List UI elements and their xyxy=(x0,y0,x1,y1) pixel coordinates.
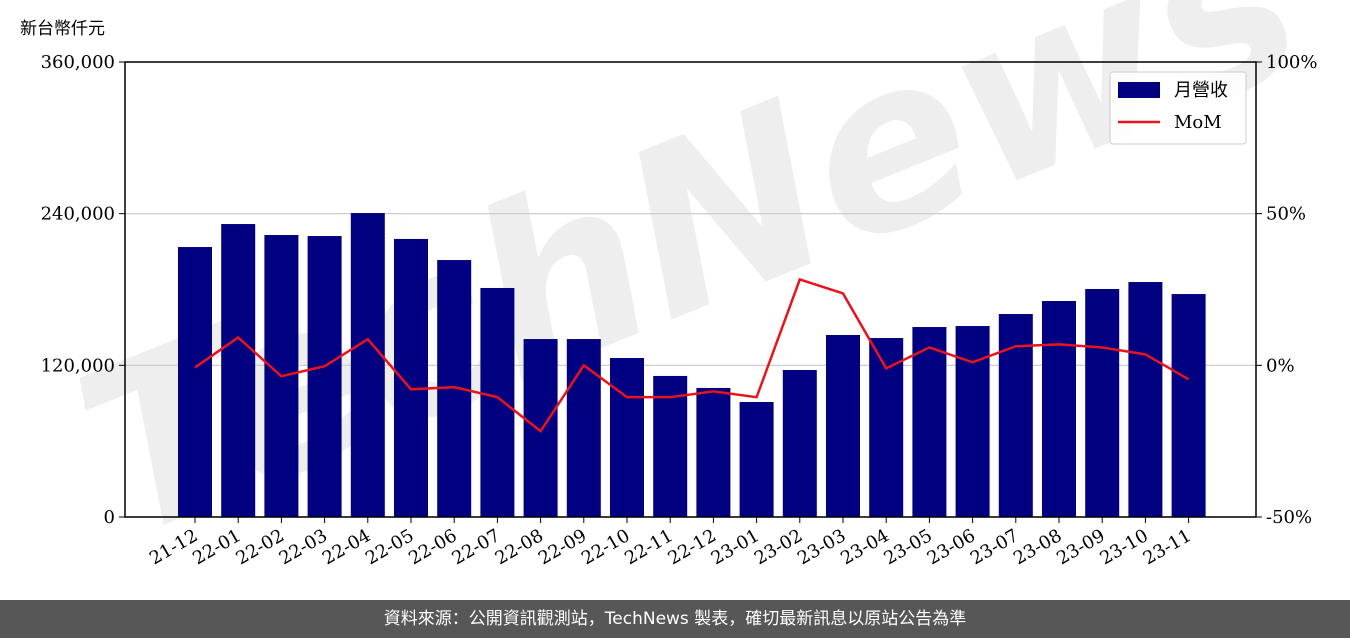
x-tick-label: 23-02 xyxy=(751,525,806,569)
bar xyxy=(869,338,904,517)
x-tick-label: 22-06 xyxy=(405,525,460,569)
bar xyxy=(523,339,558,517)
y2-tick-label: 50% xyxy=(1266,204,1306,225)
bar xyxy=(912,327,947,517)
bar xyxy=(610,358,644,517)
legend-label: 月營收 xyxy=(1174,80,1228,101)
y-tick-label: 0 xyxy=(104,507,115,528)
bar xyxy=(653,375,688,517)
x-tick-label: 23-01 xyxy=(708,525,763,569)
bar xyxy=(1085,288,1120,517)
x-tick-label: 23-09 xyxy=(1053,525,1108,569)
y2-tick-label: -50% xyxy=(1266,507,1312,528)
unit-label: 新台幣仟元 xyxy=(20,19,105,39)
x-tick-label: 23-06 xyxy=(924,525,979,569)
x-tick-label: 22-04 xyxy=(319,525,374,569)
y-tick-label: 240,000 xyxy=(41,204,115,225)
bar xyxy=(178,247,212,518)
y-tick-label: 360,000 xyxy=(41,52,115,73)
bar xyxy=(739,401,774,517)
legend-label: MoM xyxy=(1174,112,1222,133)
bar xyxy=(307,236,342,517)
x-tick-label: 23-05 xyxy=(880,525,935,569)
bar xyxy=(1128,282,1163,517)
x-tick-label: 22-11 xyxy=(621,525,676,569)
x-tick-label: 22-05 xyxy=(362,525,417,569)
bar xyxy=(696,387,731,517)
x-tick-label: 23-07 xyxy=(967,525,1022,569)
bar xyxy=(221,224,256,517)
plot-frame xyxy=(124,61,1257,518)
x-tick-label: 23-11 xyxy=(1140,525,1195,569)
bar xyxy=(350,213,385,517)
bar xyxy=(1171,294,1206,517)
bar xyxy=(998,314,1033,517)
x-tick-label: 23-03 xyxy=(794,525,849,569)
x-tick-label: 22-07 xyxy=(448,525,503,569)
bar xyxy=(1042,301,1076,517)
y2-tick-label: 100% xyxy=(1266,52,1317,73)
bar xyxy=(826,335,860,517)
legend: 月營收 MoM xyxy=(1109,71,1247,145)
bar xyxy=(480,287,515,517)
chart: 新台幣仟元 TechNews 0120,000240,000360,000-50… xyxy=(20,0,1335,591)
x-tick-label: 22-09 xyxy=(535,525,590,569)
bar xyxy=(782,370,817,517)
legend-swatch xyxy=(1118,82,1160,98)
x-tick-label: 23-08 xyxy=(1010,525,1065,569)
y-tick-label: 120,000 xyxy=(41,355,115,376)
line xyxy=(194,277,1190,433)
y2-tick-label: 0% xyxy=(1266,355,1295,376)
bar xyxy=(955,326,990,517)
x-tick-label: 23-10 xyxy=(1096,525,1151,569)
x-tick-label: 22-12 xyxy=(664,525,719,569)
bar xyxy=(566,339,601,517)
bar xyxy=(394,238,428,517)
x-tick-label: 22-10 xyxy=(578,525,633,569)
x-tick-label: 23-04 xyxy=(837,525,892,569)
footer: 資料來源：公開資訊觀測站，TechNews 製表，確切最新訊息以原站公告為準 xyxy=(0,600,1350,638)
x-tick-label: 22-08 xyxy=(492,525,547,569)
